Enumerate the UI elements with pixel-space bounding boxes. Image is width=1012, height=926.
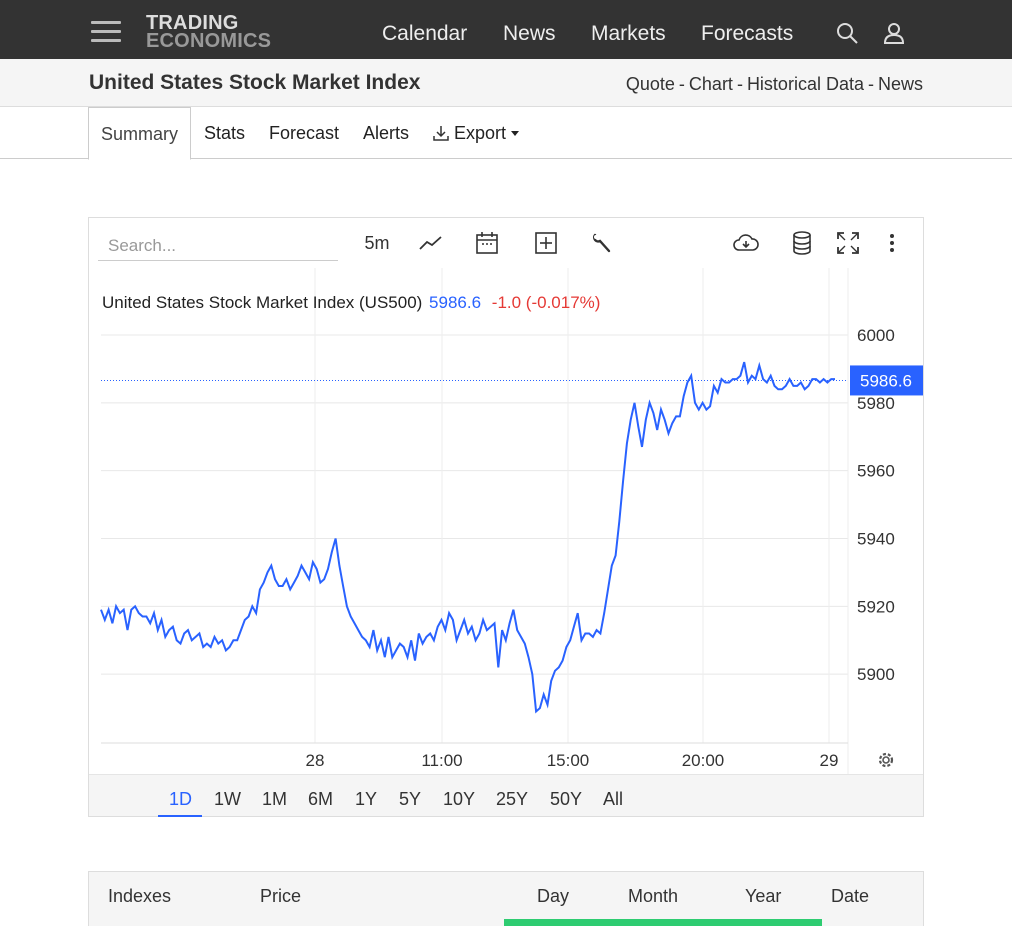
logo-line2: ECONOMICS bbox=[146, 30, 272, 52]
range-selector: 1D 1W 1M 6M 1Y 5Y 10Y 25Y 50Y All bbox=[89, 774, 923, 817]
tab-stats[interactable]: Stats bbox=[204, 123, 246, 143]
series-line bbox=[100, 361, 835, 714]
y-tick-label: 5940 bbox=[857, 530, 895, 549]
y-tick-label: 5960 bbox=[857, 462, 895, 481]
download-icon bbox=[433, 126, 449, 141]
interval-selector[interactable]: 5m bbox=[364, 232, 390, 253]
range-1m[interactable]: 1M bbox=[262, 789, 288, 809]
add-indicator-icon[interactable] bbox=[533, 228, 559, 258]
wrench-icon[interactable] bbox=[589, 228, 615, 258]
indexes-table: Indexes Price Day Month Year Date bbox=[88, 871, 924, 926]
range-10y[interactable]: 10Y bbox=[443, 789, 476, 809]
separator: - bbox=[736, 74, 743, 94]
price-chart[interactable]: 6000 5980 5960 5940 5920 5900 28 11:00 15:00 20:0… bbox=[89, 268, 923, 774]
range-all[interactable]: All bbox=[603, 789, 624, 809]
th-year[interactable]: Year bbox=[745, 886, 782, 906]
nav-calendar[interactable]: Calendar bbox=[382, 22, 468, 45]
range-50y[interactable]: 50Y bbox=[550, 789, 583, 809]
change-heat-strip bbox=[504, 919, 822, 926]
th-indexes[interactable]: Indexes bbox=[108, 886, 172, 906]
logo-line1: TRADING bbox=[146, 12, 239, 34]
legend-change: -1.0 (-0.017%) bbox=[491, 293, 601, 312]
last-price-tag: 5986.6 bbox=[850, 365, 923, 396]
search-icon[interactable] bbox=[835, 21, 859, 45]
y-tick-label: 5980 bbox=[857, 394, 895, 413]
x-tick-label: 20:00 bbox=[682, 751, 725, 770]
symbol-search-input[interactable] bbox=[98, 231, 338, 261]
link-news[interactable]: News bbox=[877, 74, 923, 94]
legend-name: United States Stock Market Index (US500) bbox=[102, 293, 423, 312]
range-25y[interactable]: 25Y bbox=[496, 789, 529, 809]
legend-price: 5986.6 bbox=[429, 293, 482, 312]
logo[interactable]: TRADING ECONOMICS bbox=[146, 12, 272, 52]
calendar-icon[interactable] bbox=[474, 228, 500, 258]
tab-forecast[interactable]: Forecast bbox=[269, 123, 340, 143]
nav-news[interactable]: News bbox=[503, 22, 556, 45]
database-icon[interactable] bbox=[791, 228, 813, 258]
tab-summary[interactable]: Summary bbox=[88, 107, 191, 160]
th-day[interactable]: Day bbox=[537, 886, 570, 906]
x-tick-label: 28 bbox=[306, 751, 325, 770]
range-6m[interactable]: 6M bbox=[308, 789, 334, 809]
more-icon[interactable] bbox=[885, 228, 899, 258]
subheader: United States Stock Market Index Quote - C… bbox=[0, 59, 1012, 107]
quick-links: Quote - Chart - Historical Data - News bbox=[626, 74, 923, 95]
chart-svg: 6000 5980 5960 5940 5920 5900 28 11:00 15:00 20:0… bbox=[100, 268, 923, 774]
cloud-download-icon[interactable] bbox=[731, 228, 761, 258]
top-navbar: TRADING ECONOMICS Calendar News Markets … bbox=[0, 0, 1012, 59]
tab-bar: Summary Stats Forecast Alerts Export bbox=[0, 107, 1012, 160]
th-month[interactable]: Month bbox=[628, 886, 679, 906]
link-quote[interactable]: Quote bbox=[625, 74, 675, 94]
y-tick-label: 5900 bbox=[857, 665, 895, 684]
x-tick-label: 11:00 bbox=[421, 751, 462, 770]
active-range-indicator bbox=[158, 815, 202, 817]
th-date[interactable]: Date bbox=[831, 886, 870, 906]
chart-widget: 5m 6000 5980 5960 5940 5920 5900 28 11:00 15:00 2… bbox=[88, 217, 924, 817]
y-tick-label: 6000 bbox=[857, 326, 895, 345]
tab-export-label: Export bbox=[454, 123, 507, 143]
range-5y[interactable]: 5Y bbox=[399, 789, 422, 809]
page-title: United States Stock Market Index bbox=[89, 71, 421, 94]
x-tick-label: 29 bbox=[820, 751, 839, 770]
tab-export[interactable]: Export bbox=[432, 107, 520, 159]
range-1d[interactable]: 1D bbox=[169, 789, 193, 809]
line-chart-icon[interactable] bbox=[417, 228, 445, 258]
chart-legend: United States Stock Market Index (US500)… bbox=[102, 293, 600, 313]
th-price[interactable]: Price bbox=[260, 886, 302, 906]
last-price-tag-label: 5986.6 bbox=[860, 371, 912, 390]
tab-alerts[interactable]: Alerts bbox=[363, 123, 410, 143]
separator: - bbox=[867, 74, 874, 94]
nav-forecasts[interactable]: Forecasts bbox=[701, 22, 794, 45]
caret-down-icon bbox=[511, 131, 520, 136]
tab-summary-label: Summary bbox=[100, 124, 178, 144]
fullscreen-icon[interactable] bbox=[836, 228, 860, 258]
user-icon[interactable] bbox=[882, 21, 906, 45]
menu-icon[interactable] bbox=[91, 20, 121, 44]
y-tick-label: 5920 bbox=[857, 597, 895, 616]
range-1y[interactable]: 1Y bbox=[355, 789, 378, 809]
separator: - bbox=[678, 74, 685, 94]
link-historical-data[interactable]: Historical Data bbox=[746, 74, 864, 94]
range-1w[interactable]: 1W bbox=[214, 789, 241, 809]
gear-icon[interactable] bbox=[878, 752, 894, 768]
nav-markets[interactable]: Markets bbox=[591, 22, 666, 45]
x-tick-label: 15:00 bbox=[547, 751, 590, 770]
link-chart[interactable]: Chart bbox=[688, 74, 733, 94]
